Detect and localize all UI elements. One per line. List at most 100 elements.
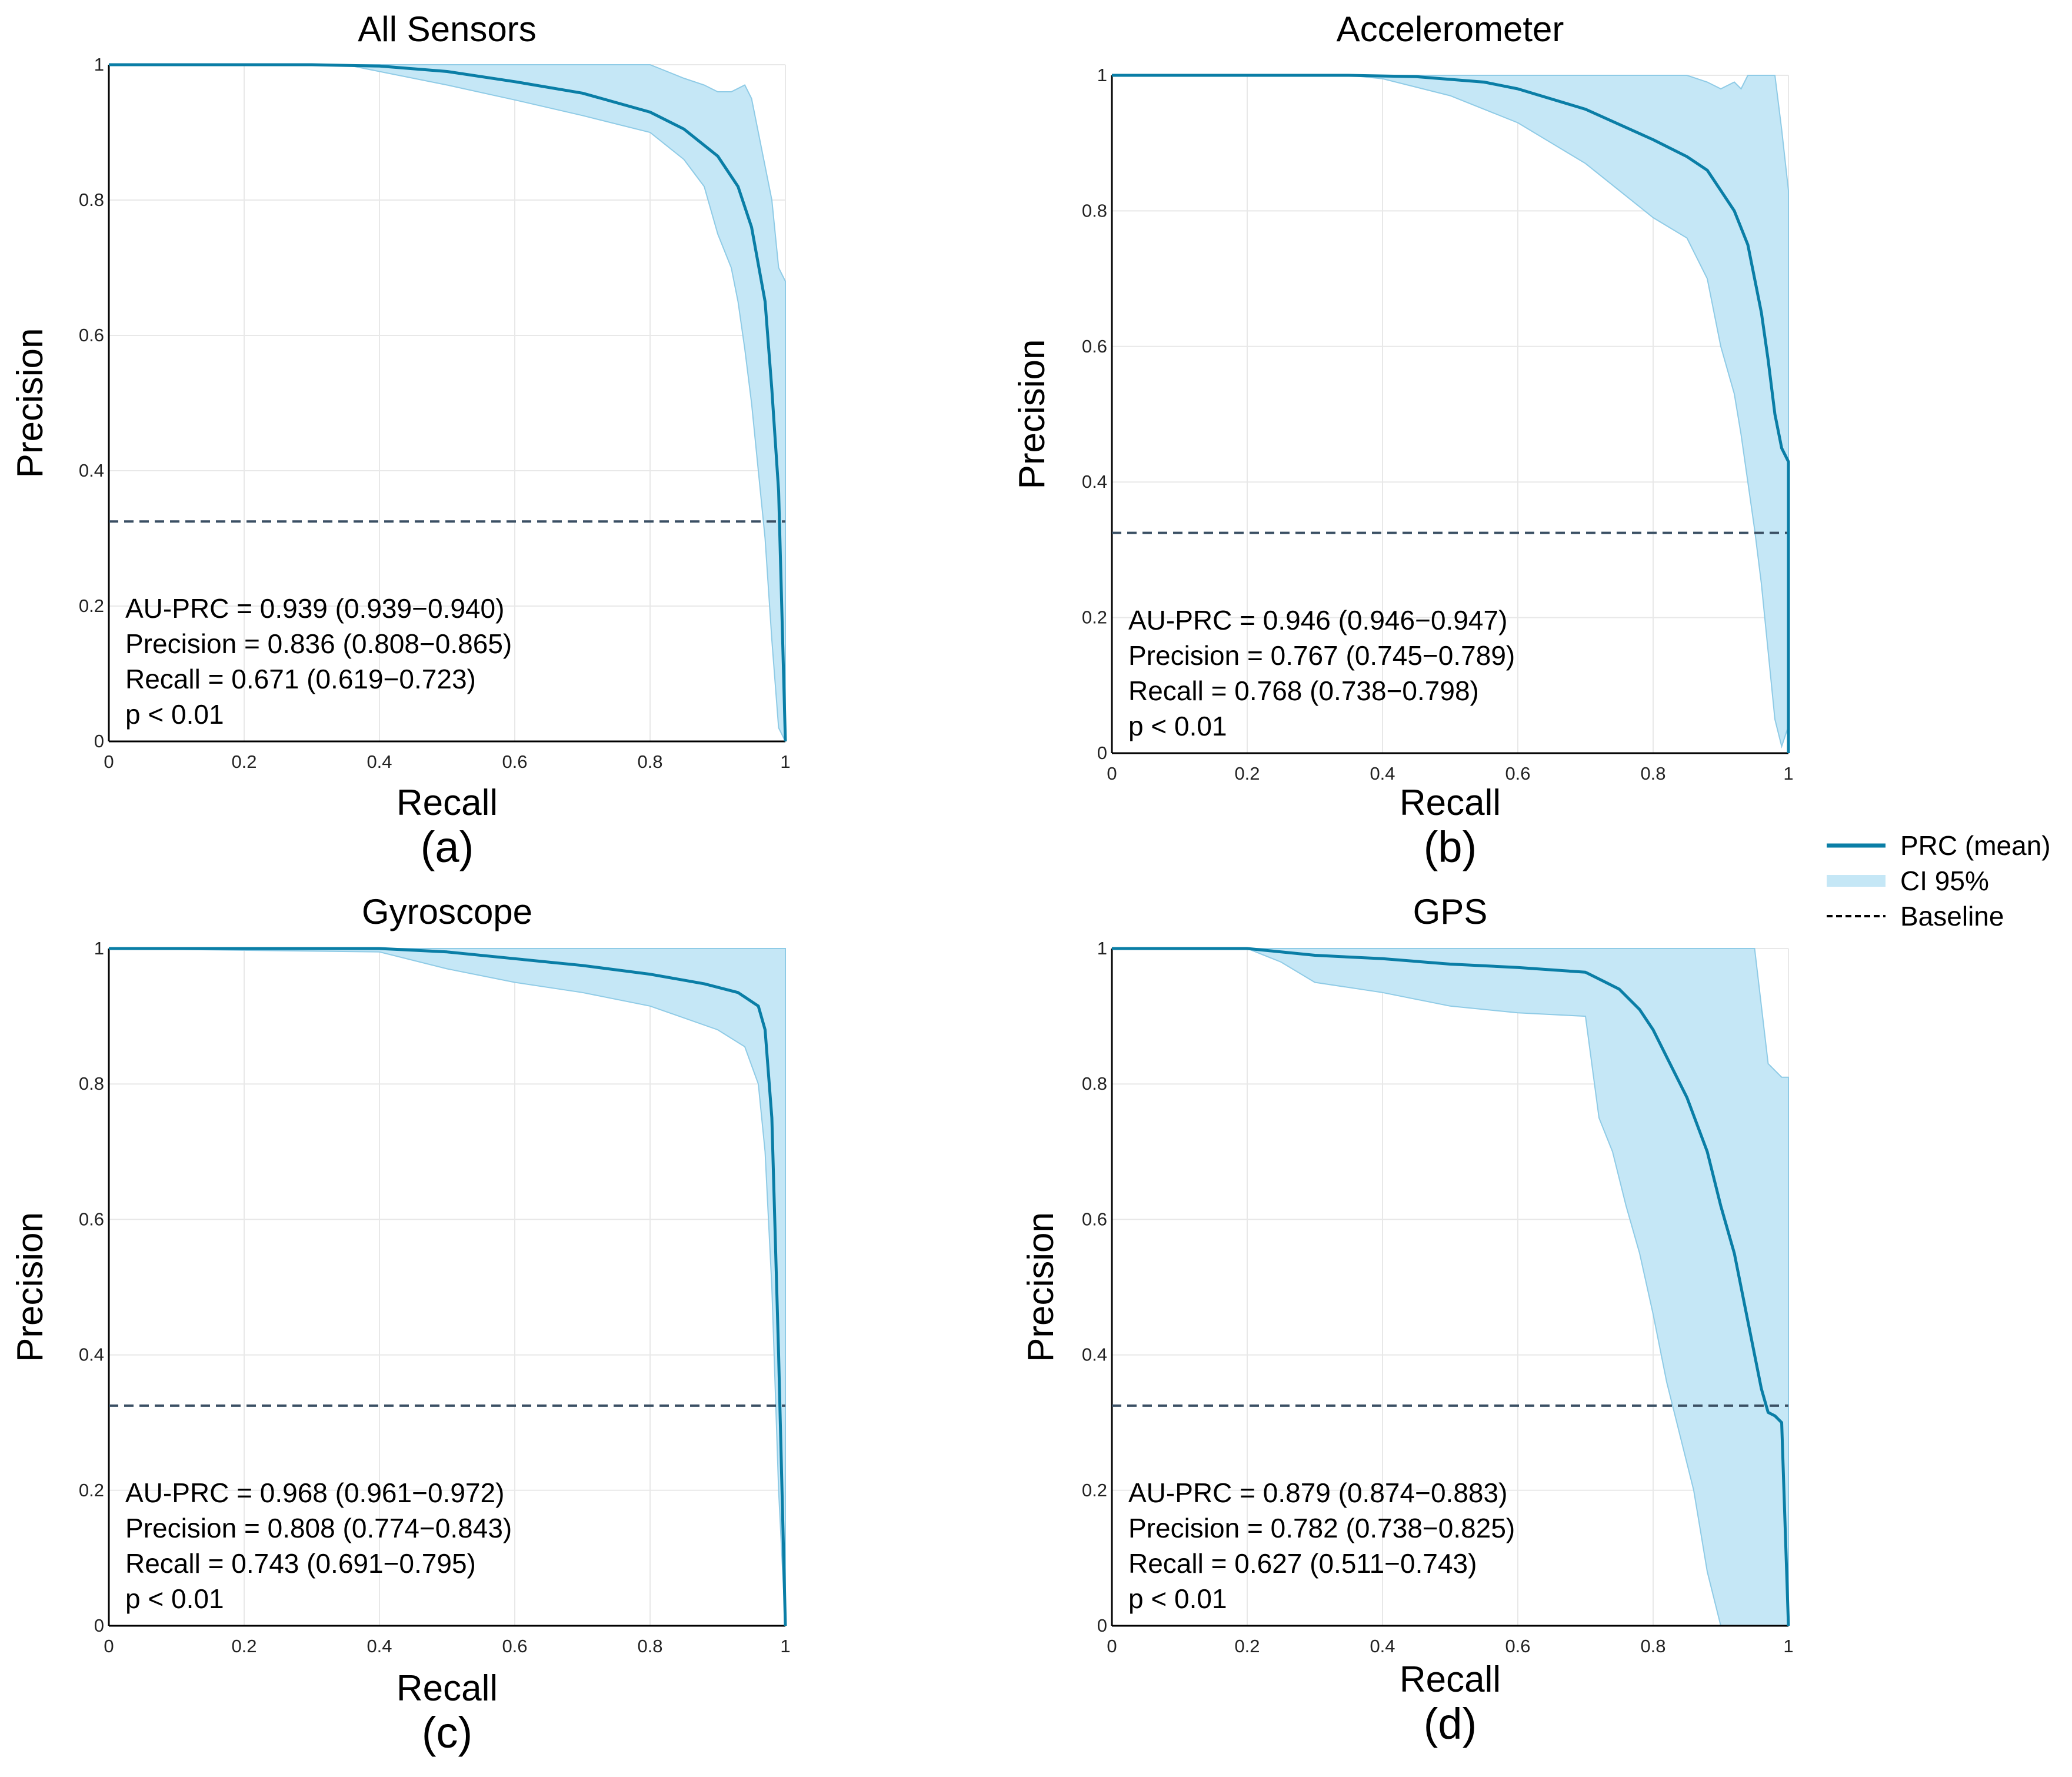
legend: PRC (mean) CI 95% Baseline [1827, 830, 2051, 931]
y-tick-label: 0 [94, 1615, 104, 1636]
stats-annotation-line: AU-PRC = 0.946 (0.946−0.947) [1128, 605, 1507, 635]
panel-caption: (b) [1424, 823, 1477, 871]
prc-mean-line [109, 947, 787, 1626]
y-tick-label: 0 [94, 731, 104, 751]
stats-annotation-line: Recall = 0.671 (0.619−0.723) [125, 664, 476, 694]
x-axis-title: Recall [397, 1668, 498, 1709]
panel-caption: (a) [421, 823, 474, 871]
stats-annotation-line: Precision = 0.836 (0.808−0.865) [125, 628, 512, 659]
y-tick-label: 0.2 [1082, 607, 1107, 628]
x-tick-label: 0.2 [231, 751, 256, 772]
stats-annotation-line: AU-PRC = 0.939 (0.939−0.940) [125, 593, 504, 624]
y-tick-label: 1 [1097, 65, 1107, 85]
x-axis-title: Recall [397, 783, 498, 823]
stats-annotation-line: p < 0.01 [125, 1583, 224, 1614]
y-tick-label: 0 [1097, 743, 1107, 763]
legend-label: Baseline [1900, 901, 2004, 931]
x-tick-label: 1 [1783, 763, 1793, 784]
stats-annotation-line: Recall = 0.768 (0.738−0.798) [1128, 675, 1479, 706]
stats-annotation-line: Precision = 0.767 (0.745−0.789) [1128, 640, 1515, 671]
x-tick-label: 0.4 [367, 751, 392, 772]
stats-annotation-line: AU-PRC = 0.879 (0.874−0.883) [1128, 1477, 1507, 1508]
y-tick-label: 0.8 [79, 189, 104, 210]
panel-accelerometer: 0 0.2 0.4 0.6 0.8 1 0 0.2 0.4 0.6 0.8 1 Acceleromete… [1012, 9, 1794, 871]
panel-title: GPS [1413, 892, 1488, 931]
ci-band [108, 948, 786, 1626]
y-tick-label: 0.2 [79, 595, 104, 616]
x-tick-label: 0.8 [1640, 1636, 1665, 1656]
stats-annotation-line: Recall = 0.627 (0.511−0.743) [1128, 1548, 1477, 1579]
x-tick-label: 0.8 [637, 751, 662, 772]
legend-item: PRC (mean) [1827, 830, 2051, 861]
stats-annotation-line: p < 0.01 [125, 699, 224, 730]
x-tick-label: 0.6 [502, 1636, 527, 1656]
panel-caption: (c) [422, 1708, 472, 1757]
x-tick-label: 1 [780, 1636, 790, 1656]
y-tick-label: 1 [94, 938, 104, 959]
prc-mean-line [1112, 74, 1790, 753]
y-tick-label: 0.8 [1082, 1073, 1107, 1094]
stats-annotation-line: AU-PRC = 0.968 (0.961−0.972) [125, 1477, 504, 1508]
ci-band [109, 64, 786, 742]
x-tick-label: 0.6 [1505, 1636, 1530, 1656]
x-tick-label: 0.4 [1370, 1636, 1395, 1656]
x-tick-label: 0.8 [637, 1636, 662, 1656]
y-tick-label: 0.6 [1082, 1209, 1107, 1229]
panels: 0 0.2 0.4 0.6 0.8 1 0 0.2 0.4 0.6 0.8 1 All Sensors R… [10, 9, 1794, 1757]
x-tick-label: 0.4 [1370, 763, 1395, 784]
y-tick-label: 0.8 [79, 1073, 104, 1094]
ci-band [1112, 948, 1789, 1626]
x-axis-title: Recall [1400, 1659, 1501, 1700]
x-tick-label: 1 [780, 751, 790, 772]
x-tick-label: 0.8 [1640, 763, 1665, 784]
y-tick-label: 0.4 [1082, 471, 1107, 492]
x-axis-title: Recall [1400, 783, 1501, 823]
panel-all-sensors: 0 0.2 0.4 0.6 0.8 1 0 0.2 0.4 0.6 0.8 1 All Sensors R… [10, 9, 791, 871]
y-axis-title: Precision [10, 1212, 51, 1362]
panel-title: All Sensors [358, 9, 536, 49]
x-tick-label: 0.4 [367, 1636, 392, 1656]
panel-caption: (d) [1424, 1699, 1477, 1748]
prc-mean-line [1112, 947, 1790, 1626]
stats-annotation-line: p < 0.01 [1128, 711, 1227, 741]
x-tick-label: 0.2 [1234, 763, 1260, 784]
y-tick-label: 0 [1097, 1615, 1107, 1636]
x-tick-label: 0.2 [1234, 1636, 1260, 1656]
x-tick-label: 0.6 [1505, 763, 1530, 784]
y-tick-label: 0.2 [79, 1480, 104, 1500]
x-tick-label: 0 [104, 1636, 114, 1656]
ci-band [1112, 75, 1789, 749]
x-tick-label: 0 [1107, 1636, 1117, 1656]
stats-annotation-line: Precision = 0.782 (0.738−0.825) [1128, 1513, 1515, 1543]
legend-label: PRC (mean) [1900, 830, 2051, 861]
stats-annotation-line: Precision = 0.808 (0.774−0.843) [125, 1513, 512, 1543]
panel-gyroscope: 0 0.2 0.4 0.6 0.8 1 0 0.2 0.4 0.6 0.8 1 Gyroscope Rec… [10, 892, 791, 1757]
x-tick-label: 0 [1107, 763, 1117, 784]
x-tick-label: 1 [1783, 1636, 1793, 1656]
y-axis-title: Precision [1021, 1212, 1061, 1362]
y-tick-label: 0.6 [79, 325, 104, 345]
y-tick-label: 0.2 [1082, 1480, 1107, 1500]
prc-mean-line [109, 63, 787, 742]
panel-title: Gyroscope [362, 892, 532, 931]
panel-title: Accelerometer [1337, 9, 1564, 49]
y-tick-label: 0.4 [1082, 1345, 1107, 1365]
legend-item: CI 95% [1827, 866, 1989, 896]
x-tick-label: 0.2 [231, 1636, 256, 1656]
y-tick-label: 0.8 [1082, 200, 1107, 221]
x-tick-label: 0.6 [502, 751, 527, 772]
legend-swatch-band [1827, 875, 1886, 887]
y-tick-label: 1 [94, 54, 104, 75]
stats-annotation-line: Recall = 0.743 (0.691−0.795) [125, 1548, 476, 1579]
x-tick-label: 0 [104, 751, 114, 772]
y-axis-title: Precision [1012, 340, 1052, 490]
stats-annotation-line: p < 0.01 [1128, 1583, 1227, 1614]
y-tick-label: 0.4 [79, 460, 104, 481]
y-tick-label: 0.6 [79, 1209, 104, 1229]
legend-item: Baseline [1827, 901, 2004, 931]
panel-gps: 0 0.2 0.4 0.6 0.8 1 0 0.2 0.4 0.6 0.8 1 GPS Recall Pre… [1021, 892, 1794, 1748]
legend-label: CI 95% [1900, 866, 1989, 896]
y-tick-label: 1 [1097, 938, 1107, 959]
y-tick-label: 0.6 [1082, 336, 1107, 357]
